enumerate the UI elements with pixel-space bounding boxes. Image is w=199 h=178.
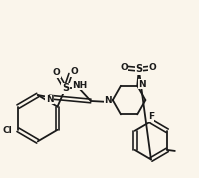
Text: N: N <box>104 96 112 105</box>
Text: Cl: Cl <box>2 126 12 135</box>
Text: O: O <box>148 63 156 72</box>
Text: O: O <box>53 69 60 77</box>
Text: N: N <box>46 95 54 104</box>
Text: S: S <box>135 64 142 74</box>
Text: S: S <box>62 83 69 93</box>
Text: F: F <box>148 112 154 121</box>
Text: O: O <box>70 67 78 76</box>
Text: NH: NH <box>72 81 88 90</box>
Text: N: N <box>138 80 146 89</box>
Text: O: O <box>120 63 128 72</box>
